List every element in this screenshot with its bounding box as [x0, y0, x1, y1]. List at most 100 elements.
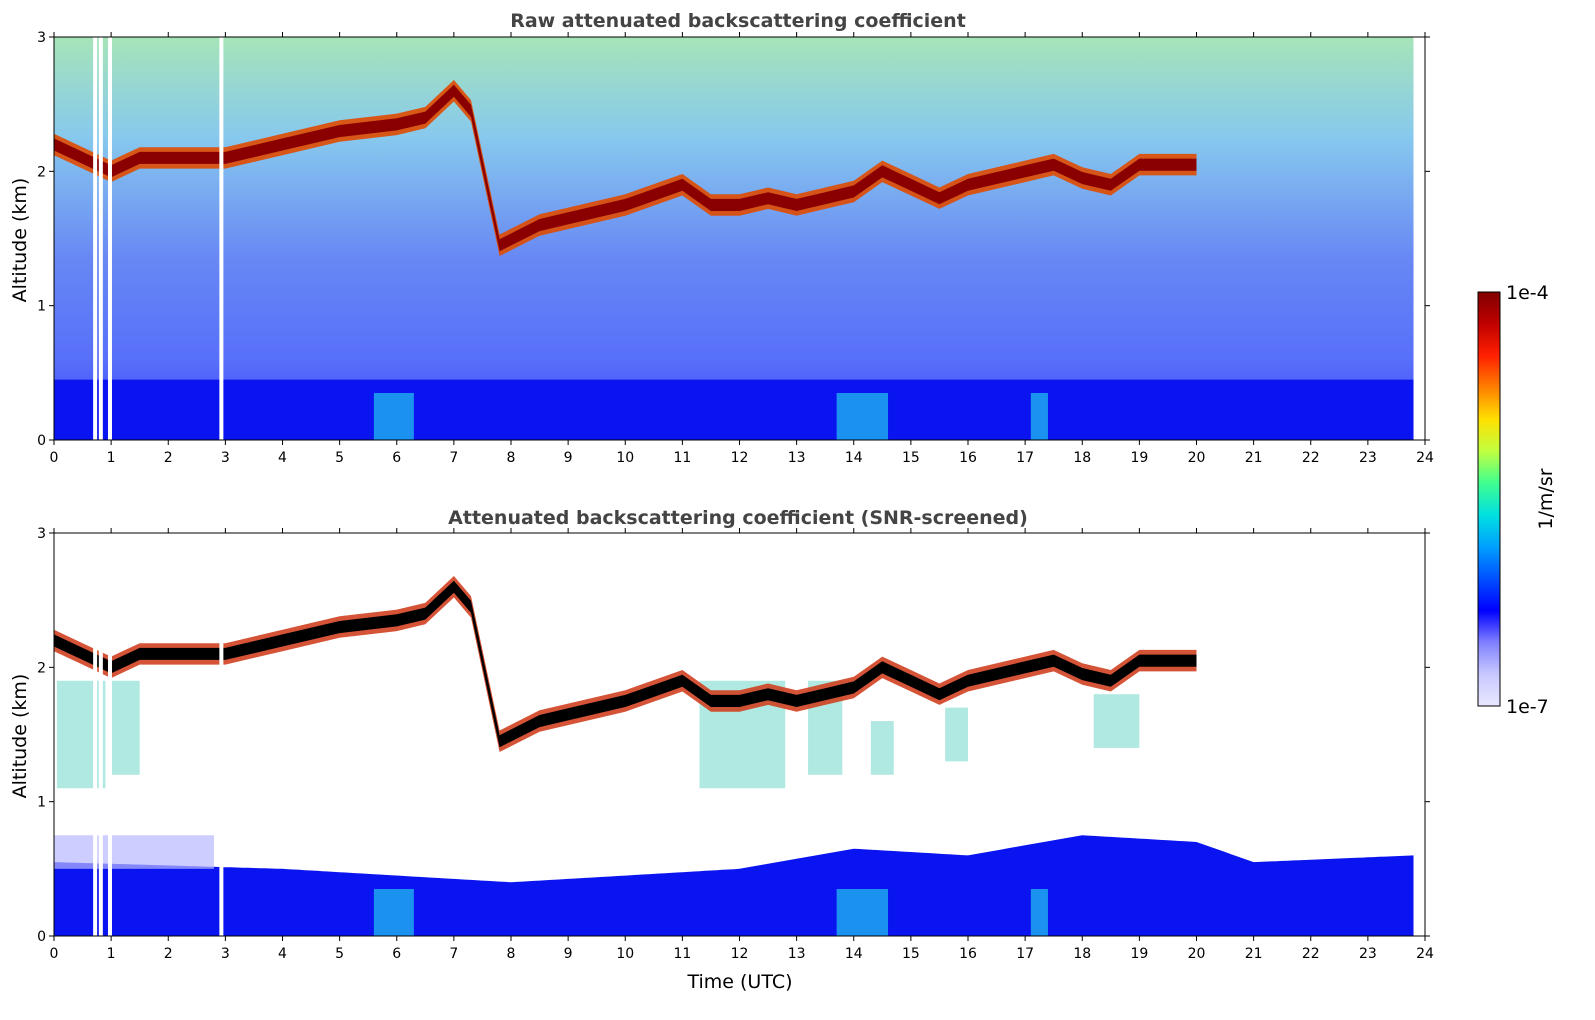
cloud-layer [54, 84, 1197, 252]
y-tick-label: 3 [37, 30, 46, 46]
y-tick-label: 2 [37, 660, 46, 676]
bottom-plot-area: 0 1 2 3 4 5 6 7 8 9 10 11 12 13 14 15 16 17 18 19 20 21 22 23 24… [37, 526, 1434, 962]
x-tick-label: 3 [221, 946, 230, 962]
y-tick-label: 0 [37, 433, 46, 449]
cloud-layer [54, 580, 1197, 748]
noise-background [54, 37, 1414, 440]
cirrus-patch [945, 707, 968, 762]
x-tick-label: 19 [1130, 946, 1148, 962]
y-tick-label: 3 [37, 526, 46, 542]
x-tick-label: 15 [902, 450, 920, 466]
y-tick-label: 2 [37, 164, 46, 180]
x-tick-label: 13 [788, 450, 806, 466]
top-y-axis-label: Altitude (km) [9, 178, 31, 303]
missing-data-column [107, 37, 112, 440]
x-tick-label: 22 [1302, 450, 1320, 466]
x-tick-label: 18 [1073, 946, 1091, 962]
x-axis-label: Time (UTC) [686, 971, 792, 993]
missing-data-column [98, 533, 103, 936]
y-tick-label: 1 [37, 299, 46, 315]
cirrus-patch [1093, 694, 1140, 748]
heatmap-field [54, 37, 1414, 440]
bottom-panel: Attenuated backscattering coefficient (S… [9, 507, 1434, 993]
heatmap-field [54, 533, 1414, 936]
missing-data-column [93, 37, 98, 440]
x-tick-label: 6 [392, 946, 401, 962]
x-tick-label: 8 [507, 946, 516, 962]
top-panel: Raw attenuated backscattering coefficien… [9, 10, 1434, 466]
cirrus-patch [870, 721, 894, 775]
x-tick-label: 23 [1359, 450, 1377, 466]
colorbar-max-label: 1e-4 [1506, 282, 1549, 304]
colorbar-bar [1477, 291, 1501, 707]
x-tick-label: 13 [788, 946, 806, 962]
x-tick-label: 5 [335, 450, 344, 466]
cloud-layer-edge [54, 80, 1197, 256]
x-tick-label: 21 [1245, 450, 1263, 466]
aerosol-plume [373, 392, 414, 440]
x-tick-label: 10 [616, 946, 634, 962]
x-tick-label: 22 [1302, 946, 1320, 962]
x-tick-label: 10 [616, 450, 634, 466]
x-tick-label: 24 [1416, 450, 1434, 466]
x-tick-label: 12 [731, 946, 749, 962]
x-tick-label: 20 [1188, 450, 1206, 466]
x-tick-label: 11 [673, 450, 691, 466]
aerosol-plume [1030, 888, 1048, 936]
x-tick-label: 16 [959, 946, 977, 962]
aerosol-plume [1030, 392, 1048, 440]
cloud-layer-edge [54, 576, 1197, 752]
x-tick-label: 9 [564, 946, 573, 962]
x-tick-label: 23 [1359, 946, 1377, 962]
x-tick-label: 5 [335, 946, 344, 962]
missing-data-column [107, 533, 112, 936]
x-tick-label: 21 [1245, 946, 1263, 962]
colorbar-unit-label: 1/m/sr [1535, 468, 1557, 529]
x-tick-label: 24 [1416, 946, 1434, 962]
x-tick-label: 2 [164, 450, 173, 466]
x-tick-label: 15 [902, 946, 920, 962]
x-tick-label: 1 [107, 450, 116, 466]
x-tick-label: 8 [507, 450, 516, 466]
x-tick-label: 0 [50, 946, 59, 962]
top-plot-area: 0 1 2 3 4 5 6 7 8 9 10 11 12 13 14 15 16 17 18 19 20 21 22 23 24… [37, 30, 1434, 466]
boundary-layer [54, 379, 1414, 440]
haze-band [54, 835, 214, 869]
x-tick-label: 9 [564, 450, 573, 466]
x-tick-label: 17 [1016, 450, 1034, 466]
aerosol-plume [373, 888, 414, 936]
x-tick-label: 11 [673, 946, 691, 962]
x-tick-label: 17 [1016, 946, 1034, 962]
x-tick-label: 1 [107, 946, 116, 962]
aerosol-plume [836, 392, 889, 440]
colorbar: 1e-4 1e-7 1/m/sr [1477, 282, 1557, 718]
x-tick-label: 12 [731, 450, 749, 466]
missing-data-column [219, 37, 224, 440]
missing-data-column [98, 37, 103, 440]
x-tick-label: 0 [50, 450, 59, 466]
x-tick-label: 20 [1188, 946, 1206, 962]
x-tick-label: 14 [845, 450, 863, 466]
x-tick-label: 2 [164, 946, 173, 962]
x-tick-label: 18 [1073, 450, 1091, 466]
bottom-y-axis-label: Altitude (km) [9, 674, 31, 799]
top-panel-title: Raw attenuated backscattering coefficien… [510, 10, 966, 32]
missing-data-column [93, 533, 98, 936]
x-tick-label: 7 [449, 450, 458, 466]
x-tick-label: 19 [1130, 450, 1148, 466]
x-tick-label: 3 [221, 450, 230, 466]
x-tick-label: 14 [845, 946, 863, 962]
missing-data-column [219, 533, 224, 936]
x-tick-label: 7 [449, 946, 458, 962]
bottom-panel-title: Attenuated backscattering coefficient (S… [448, 507, 1028, 529]
boundary-layer [54, 835, 1414, 936]
x-tick-label: 6 [392, 450, 401, 466]
colorbar-min-label: 1e-7 [1506, 696, 1549, 718]
x-tick-label: 16 [959, 450, 977, 466]
x-tick-label: 4 [278, 946, 287, 962]
x-tick-label: 4 [278, 450, 287, 466]
cirrus-patch [56, 680, 106, 789]
y-tick-label: 1 [37, 795, 46, 811]
y-tick-label: 0 [37, 929, 46, 945]
